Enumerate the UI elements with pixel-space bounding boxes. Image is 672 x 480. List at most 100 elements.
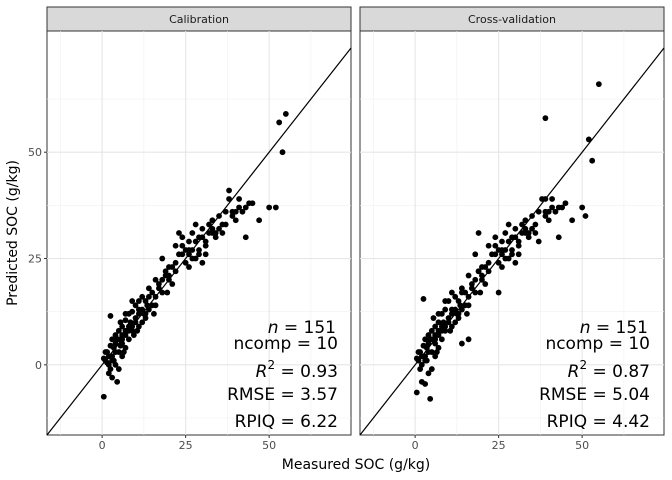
data-point xyxy=(432,340,439,347)
data-point xyxy=(122,317,129,324)
x-axis-ticks: 0 25 50 xyxy=(412,435,589,452)
y-axis-title: Predicted SOC (g/kg) xyxy=(5,160,21,306)
x-tick-label: 25 xyxy=(492,439,506,452)
y-axis-ticks: 0 25 50 xyxy=(28,146,47,372)
stat-ncomp: ncomp = 10 xyxy=(233,334,338,354)
data-point xyxy=(115,366,122,372)
data-point xyxy=(149,289,156,296)
data-point xyxy=(212,234,219,241)
data-point xyxy=(176,230,182,236)
data-point xyxy=(499,251,505,258)
stat-r2: R2 = 0.93 xyxy=(256,358,338,382)
data-point xyxy=(529,213,535,219)
data-point xyxy=(119,336,126,343)
data-point xyxy=(166,264,172,270)
x-tick-label: 0 xyxy=(99,439,106,452)
data-point xyxy=(169,281,176,287)
data-point xyxy=(445,319,452,326)
data-point xyxy=(202,238,209,245)
data-point xyxy=(164,289,171,296)
grid-lines xyxy=(47,31,351,435)
data-point xyxy=(492,242,499,249)
data-point xyxy=(236,196,242,202)
data-point xyxy=(189,255,196,262)
data-point xyxy=(457,302,464,309)
data-point xyxy=(509,247,515,253)
data-point xyxy=(226,196,232,202)
data-point xyxy=(192,238,199,245)
data-point xyxy=(465,272,472,279)
data-point xyxy=(505,221,512,228)
stat-rpiq: RPIQ = 4.42 xyxy=(547,412,650,432)
data-point xyxy=(114,336,121,343)
panel-calibration: Calibration 0 25 50 0 25 50 n = 151 ncomp = … xyxy=(28,6,352,452)
data-point xyxy=(129,298,136,304)
data-point xyxy=(512,259,519,266)
data-point xyxy=(246,200,253,207)
plot-area xyxy=(359,30,665,436)
data-point xyxy=(465,336,472,343)
data-point xyxy=(232,217,239,224)
data-point xyxy=(433,349,440,355)
data-point xyxy=(532,230,539,236)
data-point xyxy=(134,327,141,334)
data-point xyxy=(499,238,505,245)
data-point xyxy=(110,357,117,364)
data-point xyxy=(427,395,434,402)
data-point xyxy=(112,349,119,355)
data-point xyxy=(420,342,427,349)
data-point xyxy=(448,310,455,317)
data-point xyxy=(425,370,432,377)
data-point xyxy=(172,259,179,266)
data-point xyxy=(509,234,515,241)
data-point xyxy=(156,281,162,287)
x-axis-ticks: 0 25 50 xyxy=(99,435,276,452)
data-point xyxy=(242,234,249,241)
stat-n: n = 151 xyxy=(268,318,336,338)
data-point xyxy=(420,296,427,302)
data-point xyxy=(114,378,121,385)
data-point xyxy=(135,310,142,317)
y-tick-label: 25 xyxy=(28,253,42,266)
data-point xyxy=(442,298,449,304)
data-point xyxy=(196,234,202,241)
data-point xyxy=(199,259,206,266)
data-point xyxy=(569,217,576,224)
data-point xyxy=(202,251,209,258)
panel-cross-validation: Cross-validation 0 25 50 n = 151 ncomp = 1… xyxy=(359,6,665,452)
stat-r2: R2 = 0.87 xyxy=(568,358,650,382)
x-axis-title: Measured SOC (g/kg) xyxy=(282,457,431,473)
data-point xyxy=(515,251,522,258)
data-point xyxy=(186,247,192,253)
data-point xyxy=(423,357,430,364)
data-point xyxy=(109,374,116,381)
data-point xyxy=(279,149,286,156)
data-point xyxy=(515,242,522,249)
one-to-one-line xyxy=(359,47,665,436)
data-point xyxy=(216,213,222,219)
data-point xyxy=(549,204,555,211)
data-point xyxy=(145,293,152,300)
data-point xyxy=(152,293,159,300)
data-point xyxy=(417,349,424,355)
data-point xyxy=(585,136,592,143)
data-point xyxy=(282,111,289,117)
data-point xyxy=(469,281,475,287)
panel-title: Calibration xyxy=(169,13,229,26)
data-point xyxy=(186,264,192,270)
data-point xyxy=(505,238,512,245)
data-point xyxy=(115,327,122,334)
data-point xyxy=(206,230,212,236)
data-point xyxy=(145,285,152,292)
data-point xyxy=(453,310,460,317)
data-point xyxy=(432,323,439,330)
data-point xyxy=(199,225,206,232)
data-point xyxy=(266,204,273,211)
data-point xyxy=(515,238,522,245)
data-point xyxy=(422,336,429,343)
stat-rmse: RMSE = 5.04 xyxy=(539,385,650,405)
data-point xyxy=(179,242,186,249)
data-point xyxy=(475,230,482,236)
data-point xyxy=(445,315,452,321)
data-point xyxy=(479,272,485,279)
